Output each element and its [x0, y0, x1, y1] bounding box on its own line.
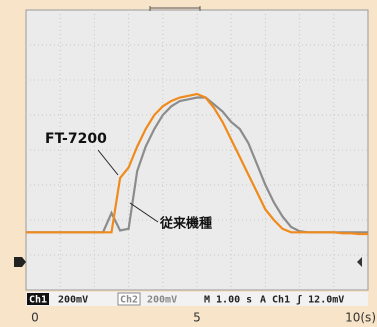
status-text: Ch2	[120, 295, 138, 306]
channel-marker	[14, 257, 26, 267]
level-marker	[357, 257, 362, 267]
status-text: 200mV	[147, 295, 177, 306]
leader-line	[129, 202, 159, 223]
status-bar	[26, 292, 368, 306]
status-text: M 1.00 s	[204, 295, 252, 306]
x-tick-label: 10(s)	[345, 311, 376, 325]
leader-line	[97, 149, 119, 176]
x-tick-label: 5	[193, 311, 201, 325]
trace	[26, 92, 368, 236]
status-text: A Ch1 ʃ 12.0mV	[260, 295, 344, 306]
status-text: 200mV	[58, 295, 88, 306]
ch1-box	[27, 293, 49, 305]
series-label: FT-7200	[45, 131, 107, 147]
ch2-box	[117, 292, 141, 306]
x-tick-label: 0	[31, 311, 39, 325]
status-text: Ch1	[29, 295, 47, 306]
series-label: 従来機種	[159, 216, 212, 232]
trigger-bracket	[149, 6, 201, 11]
